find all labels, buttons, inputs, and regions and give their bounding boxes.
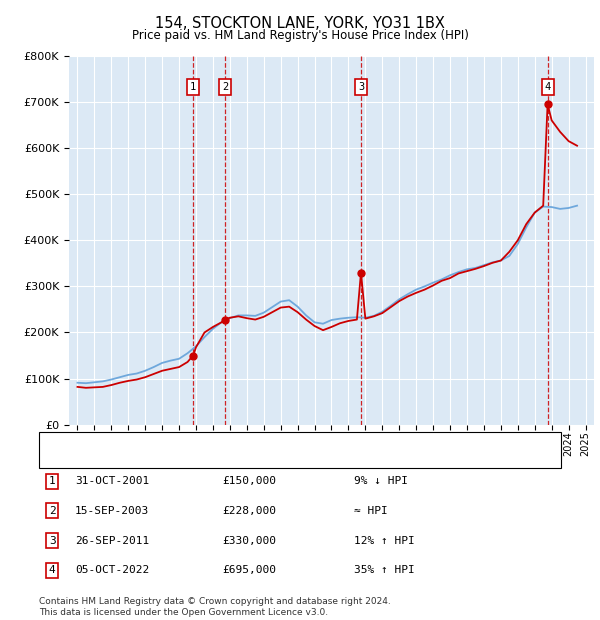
Text: 12% ↑ HPI: 12% ↑ HPI (354, 536, 415, 546)
Text: Price paid vs. HM Land Registry's House Price Index (HPI): Price paid vs. HM Land Registry's House … (131, 29, 469, 42)
Text: 3: 3 (49, 536, 56, 546)
Text: 154, STOCKTON LANE, YORK, YO31 1BX: 154, STOCKTON LANE, YORK, YO31 1BX (155, 16, 445, 30)
Text: £228,000: £228,000 (222, 506, 276, 516)
Text: 1: 1 (190, 82, 196, 92)
Text: 26-SEP-2011: 26-SEP-2011 (75, 536, 149, 546)
Text: 154, STOCKTON LANE, YORK, YO31 1BX (detached house): 154, STOCKTON LANE, YORK, YO31 1BX (deta… (73, 437, 374, 447)
Text: —: — (46, 450, 56, 468)
Text: 31-OCT-2001: 31-OCT-2001 (75, 476, 149, 486)
Text: £150,000: £150,000 (222, 476, 276, 486)
Text: £330,000: £330,000 (222, 536, 276, 546)
Text: 3: 3 (358, 82, 364, 92)
Text: HPI: Average price, detached house, York: HPI: Average price, detached house, York (73, 454, 288, 464)
Text: 05-OCT-2022: 05-OCT-2022 (75, 565, 149, 575)
Text: £695,000: £695,000 (222, 565, 276, 575)
Text: —: — (46, 433, 56, 451)
Text: 2: 2 (222, 82, 228, 92)
Text: 4: 4 (544, 82, 551, 92)
Text: ≈ HPI: ≈ HPI (354, 506, 388, 516)
Text: 9% ↓ HPI: 9% ↓ HPI (354, 476, 408, 486)
Text: 15-SEP-2003: 15-SEP-2003 (75, 506, 149, 516)
Text: Contains HM Land Registry data © Crown copyright and database right 2024.
This d: Contains HM Land Registry data © Crown c… (39, 598, 391, 617)
Text: 35% ↑ HPI: 35% ↑ HPI (354, 565, 415, 575)
Text: 4: 4 (49, 565, 56, 575)
Text: 1: 1 (49, 476, 56, 486)
Text: 2: 2 (49, 506, 56, 516)
